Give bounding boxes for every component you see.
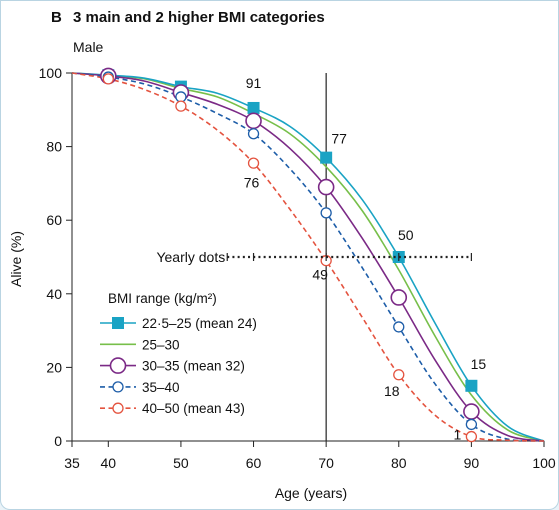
legend-label: 25–30 [142,337,180,352]
marker-circle [465,430,478,443]
y-tick-label: 100 [39,65,63,81]
value-label: 15 [471,356,487,372]
marker-square [465,379,478,392]
annotations-group: 91 77 50 15 76 49 18 1 [244,75,487,442]
marker-circle [245,112,262,130]
value-label: 76 [244,174,260,190]
y-tick-label: 40 [46,286,62,302]
markers-group: Yearly dots [100,67,480,443]
marker-square [320,151,333,164]
y-tick-label: 20 [46,359,62,375]
y-axis-title: Alive (%) [8,231,24,287]
panel-subtitle: Male [73,39,104,55]
legend-marker [112,381,124,393]
value-label: 49 [312,267,328,283]
panel-letter: B [51,9,62,26]
legend-label: 22·5–25 (mean 24) [142,316,257,331]
series-line-3 [71,72,545,442]
x-tick-label: 100 [532,455,556,471]
value-label: 18 [384,383,400,399]
x-tick-label: 60 [246,455,262,471]
marker-circle [393,369,405,381]
marker-circle [317,178,335,196]
x-tick-label: 90 [464,455,480,471]
marker-square [247,101,260,114]
marker-circle [247,128,260,140]
axes: 0 20 40 60 80 100 35 40 50 60 70 80 90 100 Age (years)… [8,65,556,501]
legend-marker [112,402,124,414]
x-tick-label: 80 [391,455,407,471]
value-label: 1 [453,426,461,442]
x-axis-title: Age (years) [275,485,347,501]
marker-circle [247,157,260,169]
marker-circle [102,73,114,85]
x-tick-label: 35 [64,455,80,471]
series-line-0 [71,72,545,442]
marker-circle [465,418,478,431]
legend-marker [109,357,127,374]
legend-label: 40–50 (mean 43) [142,401,245,416]
marker-circle [175,100,187,112]
legend: BMI range (kg/m²) 22·5–25 (mean 24) 25–30 3… [100,291,257,416]
x-tick-label: 40 [101,455,117,471]
marker-circle [390,289,408,306]
value-label: 77 [331,131,347,147]
value-label: 50 [398,227,414,243]
y-tick-label: 80 [46,139,62,155]
panel-title: 3 main and 2 higher BMI categories [73,9,325,26]
legend-label: 30–35 (mean 32) [142,359,245,374]
marker-circle [463,403,480,420]
x-tick-label: 50 [173,455,189,471]
value-label: 91 [246,75,262,91]
legend-label: 35–40 [142,380,180,395]
legend-marker [112,317,124,329]
x-tick-label: 70 [318,455,334,471]
y-tick-label: 60 [46,212,62,228]
marker-circle [320,207,332,219]
yearly-dots-label: Yearly dots [156,249,225,265]
y-tick-label: 0 [54,433,62,449]
marker-circle [175,91,187,103]
marker-circle [393,321,405,333]
legend-title: BMI range (kg/m²) [108,291,217,306]
